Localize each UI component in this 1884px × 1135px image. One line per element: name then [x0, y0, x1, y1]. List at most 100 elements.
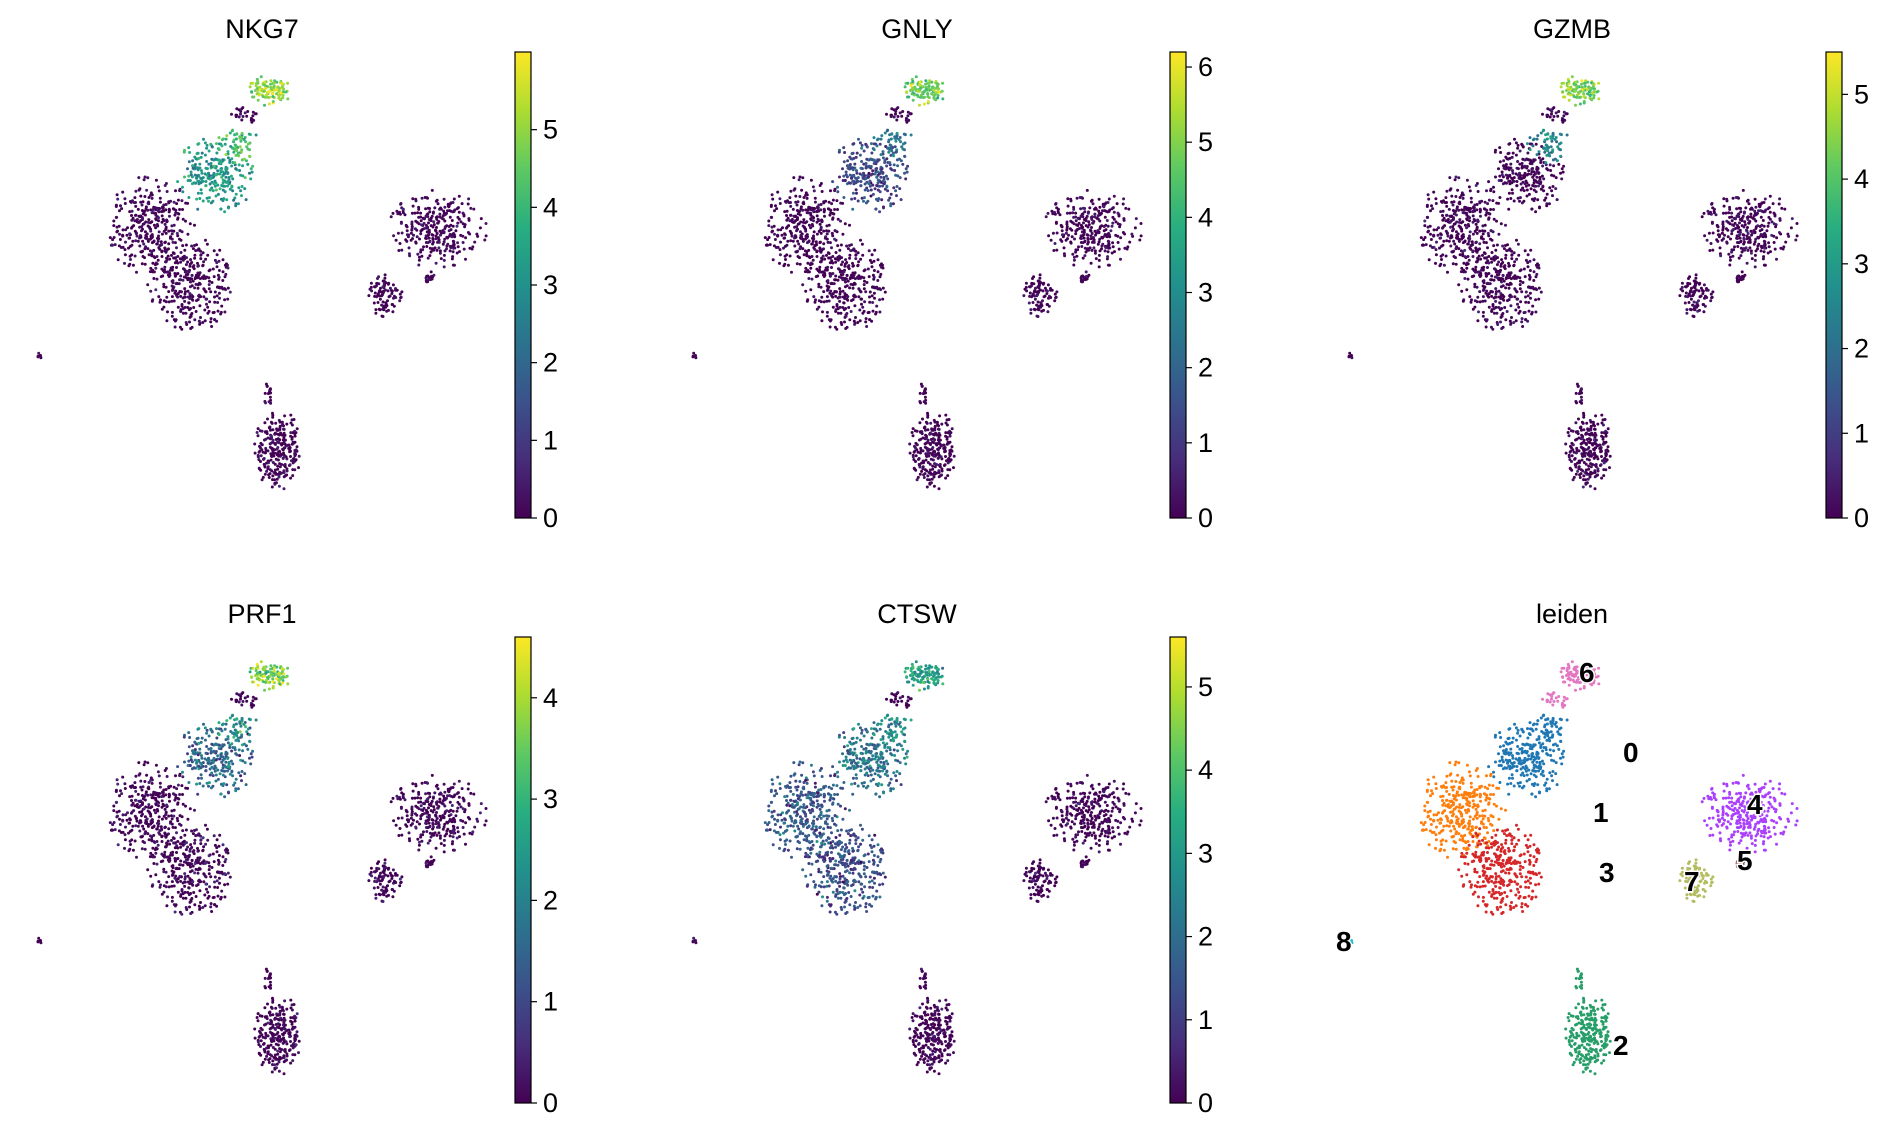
- umap-point: [228, 159, 232, 162]
- umap-point: [771, 229, 774, 233]
- umap-point: [893, 169, 897, 172]
- umap-point: [274, 471, 277, 475]
- umap-point: [1053, 292, 1057, 296]
- umap-point: [1504, 155, 1508, 159]
- umap-point: [918, 472, 922, 476]
- umap-point: [1461, 211, 1465, 215]
- umap-point: [201, 275, 204, 279]
- umap-point: [1434, 197, 1438, 201]
- umap-point: [186, 306, 190, 309]
- umap-point: [399, 202, 403, 206]
- umap-point: [1523, 171, 1527, 175]
- umap-point: [265, 384, 269, 388]
- umap-point: [421, 248, 425, 252]
- umap-point: [163, 240, 167, 244]
- umap-point: [380, 303, 384, 307]
- umap-point: [150, 196, 154, 200]
- umap-point: [283, 438, 287, 442]
- umap-point: [789, 189, 793, 193]
- umap-point: [1106, 244, 1110, 248]
- umap-point: [908, 442, 912, 446]
- umap-point: [1072, 263, 1076, 267]
- panel-title: GZMB: [1533, 14, 1611, 44]
- umap-point: [214, 194, 218, 198]
- umap-point: [413, 227, 417, 231]
- umap-point: [438, 249, 442, 253]
- umap-point: [1728, 205, 1732, 209]
- umap-point: [276, 446, 280, 449]
- umap-point: [150, 250, 154, 254]
- umap-point: [937, 475, 941, 479]
- umap-point: [1097, 230, 1101, 234]
- umap-point: [202, 260, 206, 264]
- umap-point: [1497, 289, 1501, 293]
- umap-point: [133, 196, 137, 200]
- umap-point: [834, 251, 838, 254]
- umap-point: [442, 209, 446, 213]
- umap-point: [1759, 215, 1763, 219]
- umap-point: [1503, 181, 1507, 185]
- umap-point: [449, 246, 453, 250]
- umap-point: [1478, 207, 1482, 211]
- umap-point: [1094, 233, 1097, 237]
- umap-point: [767, 224, 771, 228]
- umap-point: [251, 114, 255, 118]
- umap-point: [261, 95, 265, 99]
- umap-point: [269, 436, 273, 440]
- umap-point: [180, 199, 184, 203]
- umap-point: [1467, 236, 1470, 240]
- umap-point: [1094, 206, 1098, 210]
- umap-point: [871, 273, 875, 277]
- umap-point: [1509, 197, 1513, 200]
- umap-point: [1103, 215, 1107, 219]
- umap-point: [856, 275, 859, 279]
- umap-point: [1743, 220, 1747, 224]
- umap-point: [202, 137, 205, 141]
- umap-point: [1492, 208, 1495, 211]
- umap-point: [467, 217, 471, 221]
- umap-point: [1680, 281, 1684, 285]
- umap-point: [1523, 249, 1527, 253]
- umap-point: [1483, 252, 1487, 255]
- umap-point: [1763, 263, 1767, 267]
- umap-point: [223, 275, 227, 279]
- umap-point: [786, 239, 790, 243]
- umap-point: [1055, 231, 1059, 235]
- umap-point: [1454, 213, 1458, 217]
- umap-point: [1508, 142, 1512, 146]
- umap-point: [1038, 273, 1042, 277]
- umap-point: [216, 273, 220, 277]
- umap-point: [123, 197, 127, 201]
- umap-point: [1445, 189, 1449, 193]
- umap-point: [286, 97, 290, 101]
- umap-point: [111, 238, 115, 242]
- umap-point: [805, 211, 809, 215]
- umap-point: [282, 436, 286, 439]
- umap-point: [1106, 239, 1110, 243]
- umap-point: [1093, 212, 1097, 216]
- umap-point: [476, 234, 480, 238]
- umap-point: [162, 282, 166, 286]
- umap-point: [207, 269, 211, 273]
- umap-point: [376, 293, 380, 297]
- umap-point: [381, 315, 385, 318]
- umap-point: [802, 218, 806, 222]
- umap-point: [280, 463, 284, 466]
- umap-point: [855, 169, 858, 173]
- umap-point: [183, 287, 187, 291]
- umap-point: [250, 118, 254, 122]
- umap-point: [1097, 197, 1101, 201]
- umap-point: [448, 249, 452, 253]
- umap-point: [145, 232, 149, 236]
- umap-point: [929, 421, 933, 425]
- umap-point: [1509, 304, 1513, 308]
- umap-point: [1097, 265, 1101, 269]
- umap-point: [887, 198, 891, 202]
- umap-point: [203, 319, 207, 323]
- umap-point: [1445, 239, 1449, 243]
- umap-point: [1504, 286, 1508, 290]
- umap-point: [832, 212, 836, 216]
- umap-point: [1080, 245, 1084, 248]
- umap-point: [790, 234, 794, 238]
